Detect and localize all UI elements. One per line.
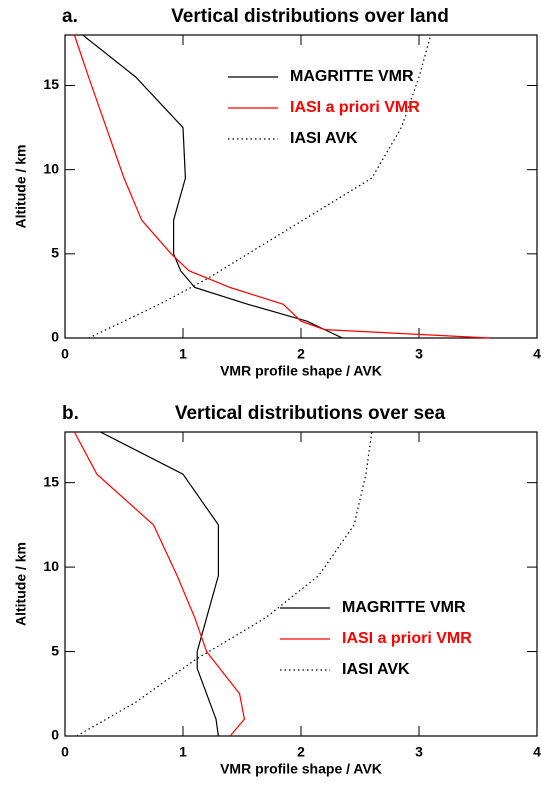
x-tick-label: 4 [533, 346, 541, 362]
chart-title: Vertical distributions over land [171, 6, 449, 27]
y-tick-label: 15 [43, 76, 59, 92]
chart-title: Vertical distributions over sea [175, 403, 446, 424]
y-tick-label: 5 [51, 642, 59, 658]
legend-label: MAGRITTE VMR [342, 599, 466, 616]
profile-line [76, 431, 373, 737]
plot-frame [64, 431, 538, 737]
legend-label: IASI AVK [290, 130, 358, 147]
legend-label: IASI a priori VMR [342, 630, 472, 647]
x-tick-label: 4 [533, 744, 541, 760]
y-axis-label: Altitude / km [13, 144, 29, 228]
y-tick-label: 15 [43, 473, 59, 489]
x-tick-label: 0 [61, 744, 69, 760]
panel-label: b. [62, 403, 79, 424]
profile-line [88, 34, 432, 339]
x-tick-label: 3 [415, 744, 423, 760]
legend-label: IASI a priori VMR [290, 99, 420, 116]
x-tick-label: 2 [297, 744, 305, 760]
y-tick-label: 0 [51, 727, 59, 743]
profile-line [73, 34, 490, 339]
y-tick-label: 10 [43, 160, 59, 176]
legend-label: MAGRITTE VMR [290, 68, 414, 85]
x-axis-label: VMR profile shape / AVK [220, 363, 382, 379]
x-tick-label: 3 [415, 346, 423, 362]
y-axis-label: Altitude / km [13, 542, 29, 626]
x-axis-label: VMR profile shape / AVK [220, 761, 382, 777]
profile-line [73, 431, 246, 737]
x-tick-label: 1 [179, 744, 187, 760]
panel-label: a. [62, 6, 78, 27]
x-tick-label: 2 [297, 346, 305, 362]
x-tick-label: 1 [179, 346, 187, 362]
y-tick-label: 5 [51, 245, 59, 261]
legend-label: IASI AVK [342, 661, 410, 678]
y-tick-label: 10 [43, 558, 59, 574]
x-tick-label: 0 [61, 346, 69, 362]
profile-line [100, 431, 219, 737]
y-tick-label: 0 [51, 329, 59, 345]
profile-line [82, 34, 343, 339]
